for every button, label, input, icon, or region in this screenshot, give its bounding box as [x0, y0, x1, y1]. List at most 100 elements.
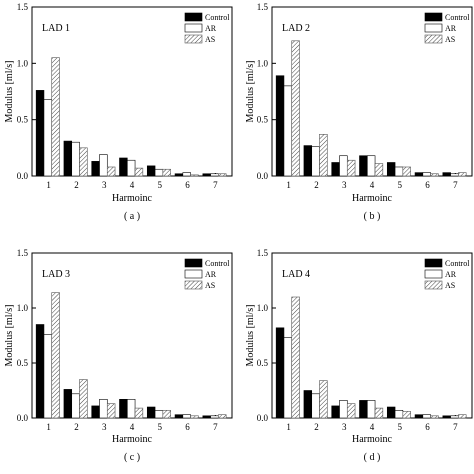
bar-control-2	[303, 145, 313, 177]
bar-ar-1	[283, 337, 293, 419]
legend-label: Control	[445, 259, 470, 268]
y-axis-label: Modulus [ml/s]	[4, 61, 15, 123]
y-tick-label: 1.5	[257, 248, 269, 258]
bar-ar-6	[422, 414, 431, 419]
y-axis-label: Modulus [ml/s]	[245, 61, 256, 123]
bar-as-6	[430, 173, 439, 177]
bar-ar-4	[366, 155, 376, 177]
bar-control-1	[35, 90, 45, 177]
bar-control-2	[303, 390, 313, 419]
bar-ar-7	[450, 173, 459, 177]
bar-ar-3	[339, 400, 348, 419]
legend-label: AR	[445, 24, 457, 33]
panel-label: ( d )	[364, 452, 381, 463]
bar-ar-4	[126, 159, 136, 177]
bar-ar-1	[43, 99, 53, 177]
bar-control-5	[146, 165, 156, 177]
bar-as-2	[79, 147, 88, 177]
bar-as-4	[134, 407, 144, 419]
legend-label: AS	[445, 35, 455, 44]
bar-control-4	[119, 157, 128, 177]
x-tick-label: 4	[130, 422, 135, 432]
legend-swatch	[424, 12, 443, 22]
bar-as-7	[458, 172, 467, 177]
x-tick-label: 2	[74, 422, 79, 432]
bar-ar-6	[182, 414, 191, 419]
x-tick-label: 2	[314, 180, 319, 190]
x-axis-label: Harmoinc	[352, 434, 393, 445]
bar-ar-3	[339, 155, 348, 177]
bar-ar-4	[366, 400, 376, 419]
bar-as-2	[79, 379, 88, 419]
bar-ar-5	[154, 409, 164, 419]
bar-ar-2	[311, 393, 320, 419]
bar-control-4	[359, 155, 368, 177]
y-tick-label: 1.0	[17, 58, 29, 68]
x-tick-label: 6	[185, 422, 190, 432]
legend-swatch	[424, 258, 443, 268]
panel-label: ( a )	[124, 211, 140, 222]
y-tick-label: 0.0	[17, 413, 29, 423]
x-tick-label: 3	[102, 180, 107, 190]
bar-control-6	[174, 414, 184, 419]
chart-panel-1: 0.0 0.5 1.0 1.5 1 2 3 4 5 6 7 LAD 1 Control AR AS Harmo…	[4, 2, 233, 222]
bar-ar-7	[210, 173, 219, 177]
bar-control-2	[63, 389, 73, 419]
bar-ar-7	[450, 415, 459, 419]
y-tick-label: 1.0	[17, 303, 29, 313]
bar-control-3	[331, 405, 340, 419]
x-tick-label: 5	[158, 422, 163, 432]
x-tick-label: 6	[425, 180, 430, 190]
x-tick-label: 2	[314, 422, 319, 432]
bar-control-7	[202, 173, 211, 177]
y-tick-label: 0.0	[257, 171, 269, 181]
x-tick-label: 6	[425, 422, 430, 432]
bar-control-7	[442, 172, 451, 177]
bar-control-3	[331, 162, 340, 177]
x-tick-label: 1	[46, 422, 51, 432]
bar-as-2	[319, 134, 328, 177]
chart-title: LAD 2	[282, 23, 310, 34]
legend-swatch	[184, 280, 203, 290]
bar-ar-1	[43, 334, 53, 419]
bar-ar-2	[71, 393, 80, 419]
bar-control-5	[146, 406, 156, 419]
legend-swatch	[424, 269, 443, 279]
legend-label: AS	[205, 281, 215, 290]
legend-label: AR	[205, 270, 217, 279]
legend-label: AR	[445, 270, 457, 279]
bar-ar-2	[71, 141, 80, 177]
bar-as-1	[291, 296, 300, 419]
y-tick-label: 1.0	[257, 303, 269, 313]
bar-control-1	[275, 75, 285, 177]
legend-swatch	[184, 269, 203, 279]
y-tick-label: 0.5	[257, 115, 269, 125]
y-tick-label: 1.5	[17, 248, 29, 258]
bar-control-5	[386, 162, 396, 177]
bar-as-1	[291, 40, 300, 177]
bar-control-6	[174, 173, 184, 177]
bar-as-1	[51, 292, 60, 419]
x-tick-label: 3	[342, 180, 347, 190]
bar-ar-2	[311, 146, 320, 177]
bar-as-7	[218, 173, 227, 177]
x-tick-label: 1	[46, 180, 51, 190]
legend-label: AS	[445, 281, 455, 290]
bar-control-4	[119, 398, 128, 419]
y-tick-label: 0.5	[257, 358, 269, 368]
bar-ar-3	[99, 398, 108, 419]
x-tick-label: 7	[213, 180, 218, 190]
legend-swatch	[184, 258, 203, 268]
chart-panel-2: 0.0 0.5 1.0 1.5 1 2 3 4 5 6 7 LAD 2 Control AR AS Harmo…	[245, 2, 473, 222]
bar-as-3	[346, 159, 356, 177]
bar-control-5	[386, 406, 396, 419]
x-tick-label: 7	[453, 422, 458, 432]
bar-as-2	[319, 380, 328, 419]
legend-label: AS	[205, 35, 215, 44]
y-tick-label: 0.0	[257, 413, 269, 423]
legend-swatch	[424, 23, 443, 33]
x-tick-label: 4	[130, 180, 135, 190]
bar-as-3	[106, 166, 116, 177]
bar-as-3	[106, 403, 116, 419]
bar-as-3	[346, 403, 356, 419]
